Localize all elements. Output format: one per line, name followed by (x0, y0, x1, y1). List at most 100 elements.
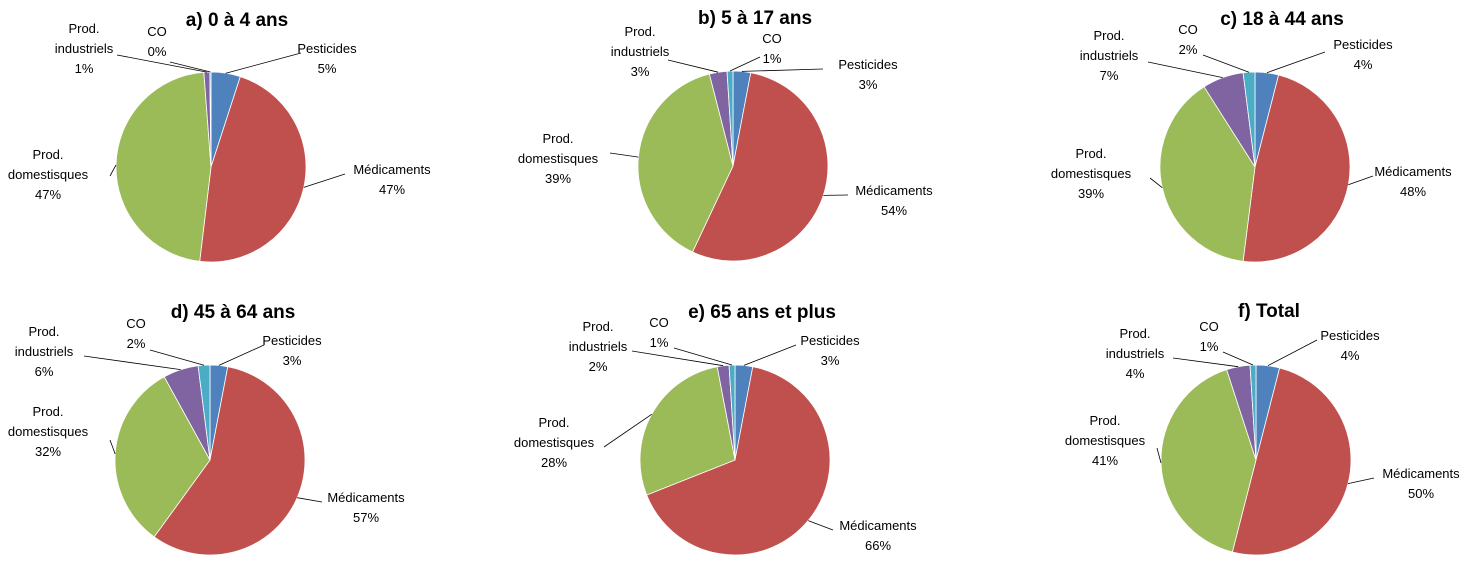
leader-line-co (169, 61, 211, 73)
slice-percent-label: 2% (1179, 42, 1198, 57)
slice-name-label: CO (762, 31, 782, 46)
slice-name-label: Pesticides (1320, 328, 1380, 343)
slice-name-label: industriels (1106, 346, 1165, 361)
leader-line-prod-domestisques (1156, 447, 1162, 464)
slice-name-label: Prod. (582, 319, 613, 334)
leader-line-medicaments (1348, 175, 1374, 186)
slice-percent-label: 3% (859, 77, 878, 92)
data-label-prod-domestisques: Prod. domestisques 39% (1051, 146, 1132, 201)
slice-percent-label: 66% (865, 538, 891, 553)
data-label-pesticides: Pesticides 3% (262, 333, 322, 368)
slice-name-label: industriels (1080, 48, 1139, 63)
slice-percent-label: 3% (821, 353, 840, 368)
slice-name-label: industriels (611, 44, 670, 59)
slice-percent-label: 1% (75, 61, 94, 76)
pie-chart-3: c) 18 à 44 ans Pesticides 4% Médicaments 48%… (1051, 9, 1452, 263)
pie-slice-prod-domestisques (1160, 369, 1257, 553)
slice-name-label: domestisques (514, 435, 595, 450)
data-label-medicaments: Médicaments 57% (327, 490, 405, 525)
leader-line-prod-domestisques (609, 152, 639, 158)
chart-title: d) 45 à 64 ans (171, 302, 296, 323)
data-label-prod-domestisques: Prod. domestisques 41% (1065, 413, 1146, 468)
leader-line-medicaments (1347, 477, 1375, 484)
leader-line-pesticides (741, 68, 824, 72)
pie-slice-medicaments (692, 72, 829, 262)
data-label-medicaments: Médicaments 47% (353, 162, 431, 197)
chart-title: a) 0 à 4 ans (186, 10, 288, 31)
slice-percent-label: 47% (35, 187, 61, 202)
leader-line-pesticides (225, 52, 302, 74)
data-label-pesticides: Pesticides 5% (297, 41, 357, 76)
slice-percent-label: 3% (283, 353, 302, 368)
leader-line-prod-industriels (1172, 357, 1239, 368)
slice-name-label: domestisques (8, 167, 89, 182)
pie-chart-2: b) 5 à 17 ans Pesticides 3% Médicaments 54% P… (518, 8, 933, 262)
chart-title: c) 18 à 44 ans (1220, 9, 1344, 30)
data-label-prod-industriels: Prod. industriels 1% (55, 21, 114, 76)
leader-line-prod-industriels (1147, 61, 1223, 78)
pie-slice-medicaments (199, 76, 307, 263)
slice-name-label: Médicaments (855, 183, 933, 198)
slice-percent-label: 4% (1126, 366, 1145, 381)
chart-title: f) Total (1238, 301, 1300, 322)
slice-name-label: Prod. (542, 131, 573, 146)
leader-line-prod-domestisques (109, 164, 117, 177)
data-label-pesticides: Pesticides 3% (838, 57, 898, 92)
slice-name-label: Prod. (1093, 28, 1124, 43)
leader-line-prod-industriels (631, 350, 724, 367)
slice-percent-label: 54% (881, 203, 907, 218)
leader-line-pesticides (1266, 51, 1326, 74)
slice-percent-label: 28% (541, 455, 567, 470)
slice-name-label: CO (1199, 319, 1219, 334)
slice-name-label: Pesticides (800, 333, 860, 348)
leader-line-pesticides (1267, 339, 1318, 367)
slice-percent-label: 47% (379, 182, 405, 197)
leader-line-medicaments (808, 520, 834, 531)
slice-percent-label: 32% (35, 444, 61, 459)
slice-percent-label: 6% (35, 364, 54, 379)
slice-percent-label: 1% (763, 51, 782, 66)
slice-name-label: Pesticides (262, 333, 322, 348)
pie-slice-medicaments (646, 366, 831, 556)
slice-percent-label: 4% (1354, 57, 1373, 72)
slice-name-label: Médicaments (1374, 164, 1452, 179)
slice-name-label: Prod. (1119, 326, 1150, 341)
slice-percent-label: 48% (1400, 184, 1426, 199)
pie-slice-medicaments (1231, 367, 1352, 556)
slice-percent-label: 1% (650, 335, 669, 350)
slice-name-label: domestisques (8, 424, 89, 439)
data-label-medicaments: Médicaments 48% (1374, 164, 1452, 199)
leader-line-co (1202, 54, 1250, 73)
slice-percent-label: 2% (127, 336, 146, 351)
leader-line-pesticides (743, 344, 797, 366)
data-label-medicaments: Médicaments 50% (1382, 466, 1460, 501)
data-label-prod-industriels: Prod. industriels 6% (15, 324, 74, 379)
leader-line-co (729, 56, 761, 72)
slice-percent-label: 3% (631, 64, 650, 79)
pie-slice-prod-domestisques (637, 73, 734, 253)
slice-name-label: Prod. (538, 415, 569, 430)
data-label-pesticides: Pesticides 4% (1320, 328, 1380, 363)
leader-line-pesticides (218, 344, 265, 366)
slice-name-label: CO (1178, 22, 1198, 37)
slice-name-label: Prod. (1075, 146, 1106, 161)
pie-slice-co (728, 364, 736, 461)
data-label-pesticides: Pesticides 3% (800, 333, 860, 368)
data-label-prod-domestisques: Prod. domestisques 47% (8, 147, 89, 202)
slice-percent-label: 0% (148, 44, 167, 59)
slice-name-label: domestisques (518, 151, 599, 166)
data-label-prod-domestisques: Prod. domestisques 39% (518, 131, 599, 186)
data-label-co: CO 1% (1199, 319, 1219, 354)
slice-name-label: Pesticides (838, 57, 898, 72)
slice-name-label: Prod. (32, 147, 63, 162)
slice-percent-label: 50% (1408, 486, 1434, 501)
pie-slice-medicaments (153, 366, 306, 556)
slice-name-label: CO (147, 24, 167, 39)
leader-line-prod-industriels (116, 54, 207, 73)
leader-line-co (149, 349, 205, 366)
data-label-co: CO 1% (762, 31, 782, 66)
slice-percent-label: 41% (1092, 453, 1118, 468)
leader-line-prod-industriels (83, 355, 181, 370)
data-label-prod-industriels: Prod. industriels 2% (569, 319, 628, 374)
